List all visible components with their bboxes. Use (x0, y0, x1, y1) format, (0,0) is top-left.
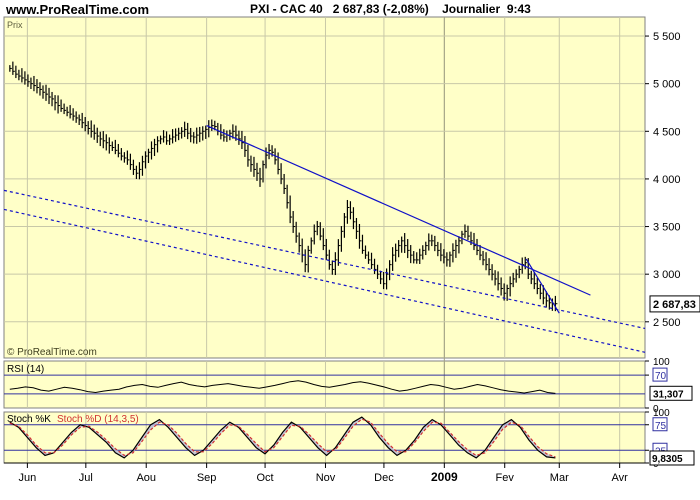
x-tick-label: Dec (374, 472, 394, 484)
price-panel-title: Prix (7, 20, 23, 30)
price-panel (3, 16, 646, 359)
stoch-tick-label: 75 (655, 421, 667, 432)
price-tick-label: 3 500 (653, 222, 681, 234)
x-tick-label: Jul (79, 472, 93, 484)
rsi-tick-label: 100 (653, 357, 670, 368)
last-value-box (649, 295, 700, 313)
x-tick-label: Jun (19, 472, 37, 484)
rsi-tick-label: 0 (653, 404, 659, 415)
rsi-panel-title: RSI (14) (7, 364, 44, 375)
rsi-level-box (652, 367, 668, 382)
instrument-name: PXI - CAC 40 (250, 2, 323, 16)
trendline-dashed (3, 189, 646, 330)
x-tick-label: Avr (612, 472, 629, 484)
price-tick-label: 4 000 (653, 174, 681, 186)
site-name: www.ProRealTime.com (6, 2, 150, 17)
stoch-level-box (652, 417, 668, 432)
x-tick-label: Sep (197, 472, 217, 484)
price-tick-label: 3 000 (653, 269, 681, 281)
x-tick-label: Aou (136, 472, 156, 484)
last-value-label: 2 687,83 (653, 299, 696, 311)
rsi-last-value-box (649, 385, 693, 401)
stoch-last-value-label: 9,8305 (652, 454, 683, 465)
trendline-dashed (3, 208, 646, 353)
x-tick-label: Mar (550, 472, 569, 484)
stoch-k-line (9, 416, 556, 459)
stoch-tick-label: 100 (653, 408, 670, 419)
price-tick-label: 4 500 (653, 126, 681, 138)
price-tick-label: 5 000 (653, 79, 681, 91)
stoch-d-title: Stoch %D (14,3,5) (57, 414, 139, 425)
price-tick-label: 5 500 (653, 31, 681, 43)
x-tick-label: Nov (316, 472, 336, 484)
trendline-solid (525, 258, 560, 314)
price-series (9, 61, 558, 312)
x-tick-label: Fev (496, 472, 515, 484)
period-label: Journalier (442, 2, 501, 16)
rsi-line (9, 380, 556, 394)
stoch-k-title: Stoch %K (7, 414, 51, 425)
price-change: 2 687,83 (-2,08%) (332, 2, 429, 16)
time-label: 9:43 (506, 2, 531, 16)
stochastic-panel (3, 411, 646, 464)
price-tick-label: 2 500 (653, 317, 681, 329)
rsi-tick-label: 70 (655, 371, 667, 382)
x-tick-label: Oct (257, 472, 274, 484)
rsi-last-value-label: 31,307 (653, 389, 684, 400)
x-tick-label: 2009 (431, 470, 458, 484)
chart-title: PXI - CAC 40 2 687,83 (-2,08%) Journalie… (250, 2, 531, 16)
trendline-solid (206, 125, 591, 296)
stoch-d-line (9, 418, 556, 458)
stoch-last-value-box (649, 450, 695, 466)
watermark: © ProRealTime.com (7, 347, 97, 358)
rsi-panel (3, 360, 646, 409)
